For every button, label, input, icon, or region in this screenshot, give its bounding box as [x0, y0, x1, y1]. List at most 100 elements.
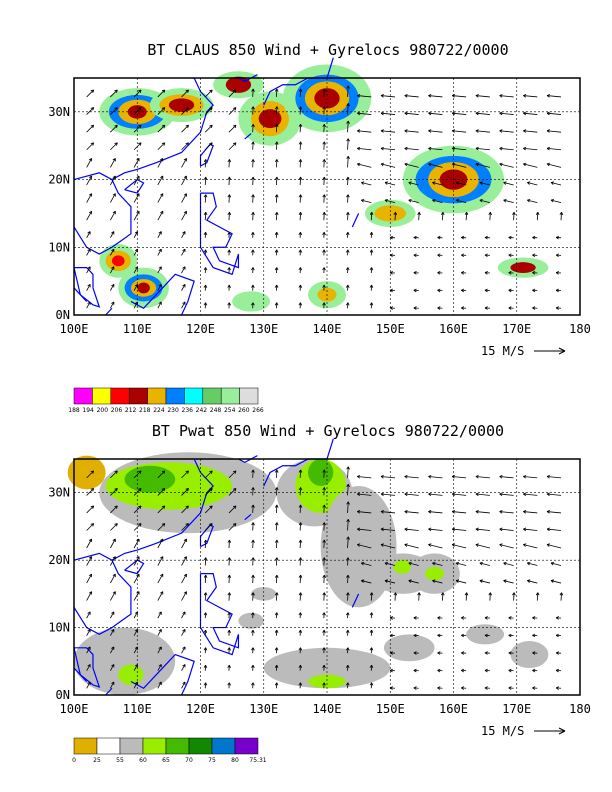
colorbar-label: 254 — [224, 407, 236, 414]
wind-arrow — [408, 579, 419, 584]
wind-arrow — [86, 142, 95, 151]
colorbar-label: 75 — [208, 757, 216, 764]
wind-arrow — [512, 592, 516, 601]
wind-arrow — [461, 616, 467, 620]
wind-arrow — [532, 633, 538, 638]
wind-arrow — [451, 543, 467, 549]
wind-arrow — [346, 592, 350, 601]
wind-arrow — [86, 538, 93, 549]
claus-map — [73, 57, 581, 316]
wind-arrow — [204, 142, 213, 151]
wind-arrow — [322, 682, 326, 689]
wind-arrow — [461, 633, 467, 638]
wind-arrow — [274, 612, 279, 619]
wind-arrow — [345, 647, 350, 654]
wind-arrow — [484, 253, 490, 258]
x-tick-label: 180 — [569, 322, 591, 336]
wind-arrow — [227, 249, 231, 256]
wind-arrow — [484, 306, 490, 310]
wind-arrow — [274, 592, 279, 601]
wind-arrow — [389, 271, 396, 275]
wind-arrow — [110, 629, 115, 636]
wind-arrow — [437, 668, 443, 673]
wind-arrow — [298, 159, 303, 168]
x-tick-label: 170E — [502, 702, 531, 716]
wind-arrow — [503, 579, 514, 584]
wind-arrow — [432, 181, 443, 186]
wind-arrow — [110, 301, 115, 309]
colorbar-label: 224 — [153, 407, 165, 414]
wind-arrow — [274, 487, 279, 496]
colorbar-label: 236 — [182, 407, 194, 414]
wind-arrow — [555, 668, 562, 673]
wind-arrow — [157, 629, 162, 636]
wind-arrow — [508, 306, 514, 310]
wind-arrow — [345, 682, 350, 689]
wind-arrow — [361, 198, 372, 203]
wind-arrow — [228, 107, 237, 115]
wind-arrow — [181, 283, 186, 291]
wind-arrow — [110, 142, 118, 151]
wind-arrow — [157, 488, 166, 496]
wind-arrow — [503, 181, 514, 186]
wind-arrow — [251, 88, 255, 97]
coastline — [73, 458, 214, 561]
x-tick-label: 100E — [60, 322, 89, 336]
wind-arrow — [380, 543, 396, 549]
wind-arrow — [322, 522, 326, 531]
wind-arrow — [380, 474, 396, 479]
wind-arrow — [380, 527, 396, 532]
wind-arrow — [181, 505, 189, 514]
coastline — [351, 593, 360, 608]
wind-arrow — [86, 193, 93, 203]
wind-arrow — [227, 612, 231, 619]
wind-arrow — [428, 510, 443, 514]
wind-arrow — [389, 253, 396, 258]
wind-arrow — [488, 211, 493, 221]
colorbar-swatch — [119, 737, 144, 755]
wind-arrow — [475, 162, 490, 168]
y-tick-label: 20N — [48, 553, 70, 567]
wind-arrow — [455, 561, 467, 566]
pwat-map-frame — [73, 458, 581, 696]
wind-arrow — [86, 629, 91, 636]
coastlines — [73, 438, 360, 696]
wind-arrow — [499, 474, 514, 479]
wind-arrow — [203, 647, 208, 654]
wind-arrow — [532, 288, 538, 293]
wind-arrow — [432, 561, 443, 566]
wind-arrow — [133, 283, 138, 291]
wind-arrow — [322, 249, 326, 256]
wind-arrow — [404, 146, 419, 151]
wind-arrow — [181, 664, 186, 671]
wind-arrow — [380, 162, 396, 168]
wind-arrow — [389, 668, 396, 673]
wind-arrow — [274, 231, 279, 238]
wind-arrow — [274, 88, 279, 97]
x-tick-label: 130E — [249, 702, 278, 716]
wind-arrow — [346, 85, 350, 97]
colorbar-swatch — [142, 737, 167, 755]
wind-arrow — [464, 592, 469, 601]
shading-blob — [393, 560, 413, 574]
wind-arrow — [204, 470, 213, 479]
wind-arrow — [404, 162, 419, 168]
coastline — [105, 307, 113, 316]
x-tick-label: 160E — [439, 702, 468, 716]
wind-arrow — [464, 211, 469, 221]
wind-arrow — [322, 267, 326, 274]
wind-arrow — [227, 194, 232, 203]
wind-arrow — [413, 235, 419, 240]
wind-arrow — [475, 492, 490, 497]
wind-arrow — [251, 159, 255, 168]
wind-arrow — [413, 253, 419, 258]
wind-arrow — [484, 616, 490, 620]
wind-arrow — [228, 523, 237, 531]
wind-arrow — [181, 523, 189, 531]
wind-arrow — [274, 123, 279, 133]
wind-arrow — [133, 591, 140, 601]
wind-arrow — [157, 505, 166, 514]
wind-arrow — [345, 612, 350, 619]
wind-arrow — [86, 664, 91, 671]
wind-arrow — [345, 249, 350, 256]
